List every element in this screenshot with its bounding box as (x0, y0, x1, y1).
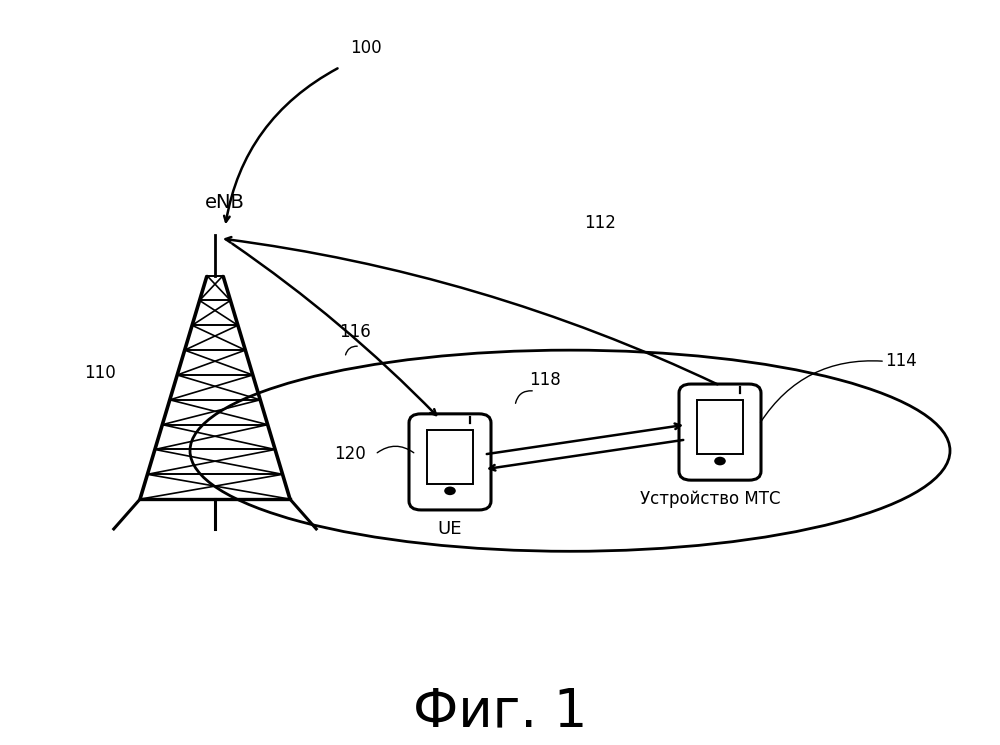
Text: 100: 100 (350, 39, 382, 57)
Text: 116: 116 (339, 323, 371, 340)
Circle shape (714, 457, 726, 466)
Text: 120: 120 (334, 446, 366, 463)
Text: 112: 112 (584, 215, 616, 232)
FancyBboxPatch shape (409, 414, 491, 510)
Circle shape (444, 486, 456, 495)
FancyBboxPatch shape (427, 430, 473, 484)
Text: UE: UE (438, 520, 462, 538)
Text: Фиг. 1: Фиг. 1 (413, 685, 587, 738)
FancyBboxPatch shape (697, 400, 743, 454)
Text: 110: 110 (84, 364, 116, 381)
Text: Устройство МТС: Устройство МТС (640, 490, 780, 508)
Text: eNB: eNB (205, 193, 245, 212)
FancyBboxPatch shape (679, 384, 761, 481)
Text: 118: 118 (529, 371, 561, 389)
Text: 114: 114 (885, 352, 917, 370)
